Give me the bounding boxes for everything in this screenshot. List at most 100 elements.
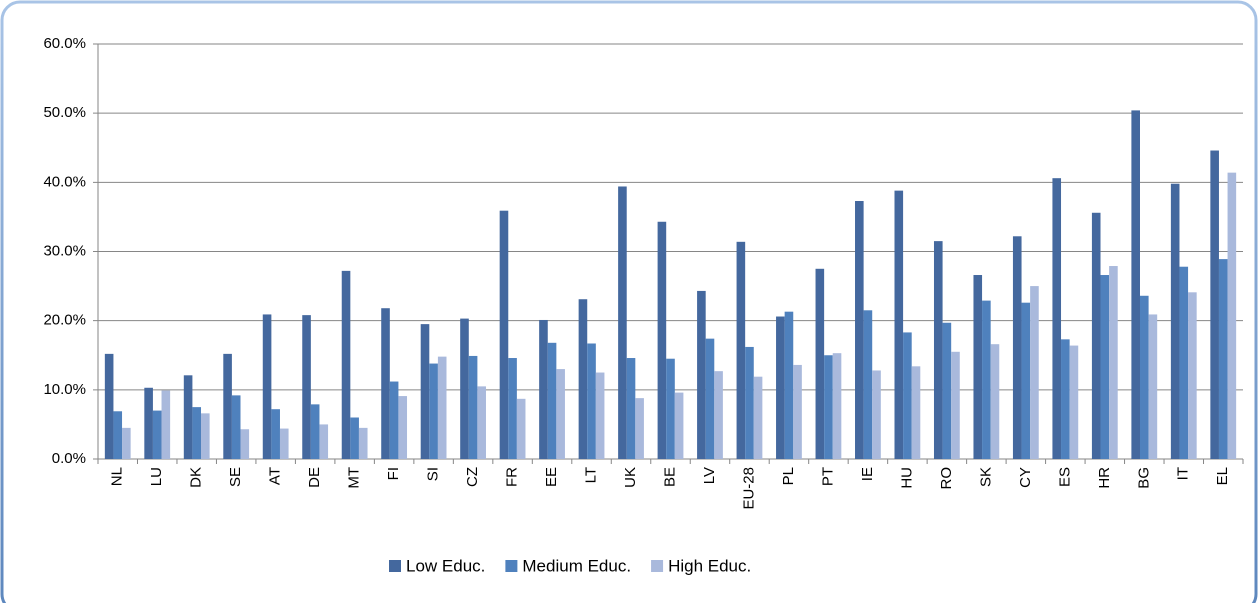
bar — [262, 314, 272, 459]
bar — [271, 409, 280, 459]
x-tick-label: LV — [701, 467, 718, 484]
legend-label: Low Educ. — [406, 556, 485, 575]
y-tick-label: 50.0% — [43, 104, 86, 121]
bar — [144, 387, 153, 459]
bar — [547, 342, 557, 459]
legend-label: Medium Educ. — [522, 556, 631, 575]
bar — [745, 346, 754, 459]
bar — [951, 351, 960, 459]
bar — [863, 310, 873, 459]
bar — [389, 381, 399, 459]
y-tick-label: 10.0% — [43, 381, 86, 398]
bar — [872, 370, 881, 459]
bar — [1109, 266, 1118, 459]
y-tick-label: 20.0% — [43, 312, 86, 329]
x-tick-label: DK — [188, 467, 205, 488]
bar — [240, 429, 250, 459]
bar — [429, 363, 438, 459]
bar — [1012, 236, 1022, 459]
x-tick-label: UK — [622, 467, 639, 488]
x-tick-label: EU-28 — [740, 467, 757, 510]
x-tick-label: HU — [898, 467, 915, 489]
bar — [499, 210, 509, 459]
bar — [666, 358, 675, 459]
bar — [1139, 295, 1149, 459]
bar — [1069, 345, 1079, 459]
x-tick-label: BG — [1135, 467, 1152, 489]
bar — [516, 398, 526, 459]
bar — [201, 413, 210, 459]
bar — [1131, 110, 1140, 460]
legend-swatch — [505, 560, 518, 572]
bar — [223, 353, 232, 459]
bar — [903, 332, 912, 459]
bar — [1061, 339, 1070, 459]
bar — [982, 300, 991, 459]
bar — [942, 322, 952, 459]
bar — [753, 376, 763, 459]
x-tick-label: EE — [543, 467, 560, 487]
bar — [310, 404, 320, 459]
bar — [477, 386, 486, 459]
y-tick-label: 0.0% — [52, 450, 86, 467]
bar — [815, 268, 825, 459]
bar — [618, 186, 627, 459]
x-tick-label: AT — [267, 467, 284, 485]
bar — [1148, 314, 1158, 459]
x-tick-label: SK — [977, 467, 994, 487]
bar — [460, 318, 469, 459]
x-tick-label: CZ — [464, 467, 481, 487]
bar — [122, 427, 131, 459]
bar — [1030, 286, 1039, 459]
y-tick-label: 40.0% — [43, 173, 86, 190]
bar — [1179, 266, 1189, 459]
x-tick-label: MT — [346, 467, 363, 489]
bar — [539, 319, 548, 459]
bar — [152, 410, 162, 459]
bar — [657, 221, 667, 459]
bar — [279, 428, 289, 459]
bar — [508, 358, 517, 459]
x-tick-label: BE — [661, 467, 678, 487]
bar — [973, 275, 983, 459]
bar — [398, 396, 408, 459]
bar — [793, 364, 802, 459]
bar — [990, 344, 1000, 459]
bar — [832, 353, 842, 459]
x-tick-label: LU — [148, 467, 165, 486]
x-tick-label: FI — [385, 467, 402, 480]
bar — [113, 411, 123, 459]
x-tick-label: IE — [859, 467, 876, 481]
x-tick-label: NL — [109, 467, 126, 486]
bar — [674, 392, 684, 459]
bar — [183, 375, 193, 459]
bar — [556, 369, 565, 459]
bar — [1210, 150, 1219, 459]
bar — [1188, 292, 1197, 459]
bar — [358, 427, 368, 459]
bar — [714, 371, 723, 459]
bar — [341, 270, 351, 459]
x-tick-label: FR — [504, 467, 521, 487]
bar — [784, 311, 794, 459]
bar — [587, 343, 596, 459]
bar — [192, 407, 202, 459]
legend-swatch — [389, 560, 401, 572]
bar — [319, 424, 329, 459]
bar — [231, 395, 241, 459]
x-tick-label: HR — [1096, 467, 1113, 489]
bar — [626, 358, 636, 459]
bar — [894, 190, 904, 459]
bar — [697, 290, 706, 459]
x-tick-label: CY — [1017, 467, 1034, 488]
x-tick-label: ES — [1056, 467, 1073, 487]
bar — [635, 398, 644, 459]
bar — [1021, 302, 1031, 459]
legend-label: High Educ. — [668, 556, 751, 575]
x-tick-label: LT — [583, 467, 600, 483]
bar — [578, 299, 588, 459]
x-tick-label: RO — [938, 467, 955, 490]
